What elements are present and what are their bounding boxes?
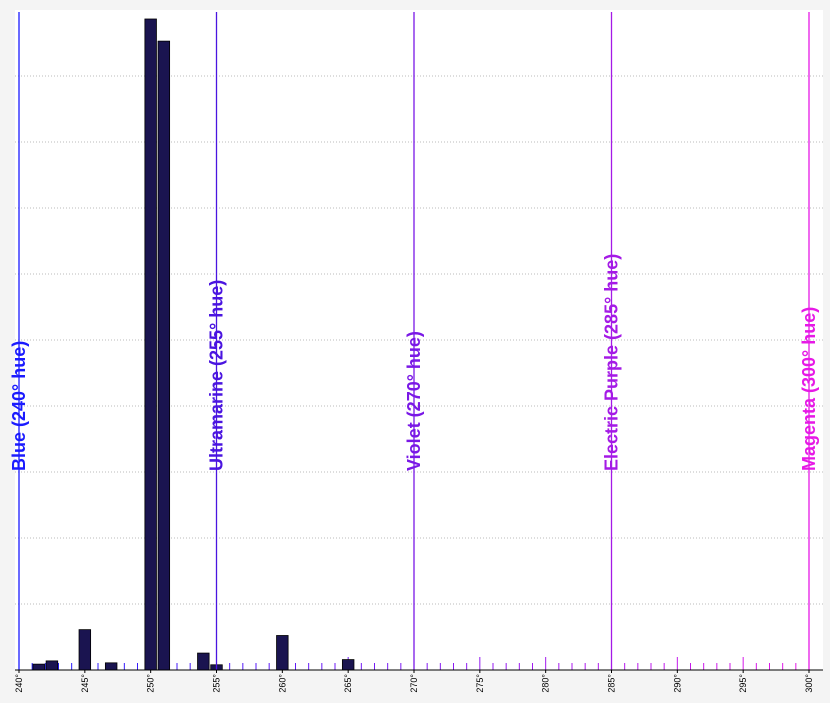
x-tick-labels: 240° 245° 250° 255° 260° 265° 270° 275° 280° 285°… — [14, 670, 814, 693]
x-tick-label: 290° — [672, 674, 682, 693]
x-tick-label: 295° — [738, 674, 748, 693]
x-tick-label: 250° — [146, 674, 156, 693]
bar — [341, 659, 355, 671]
hue-marker-label: Violet (270° hue) — [404, 331, 424, 471]
hue-marker-label: Blue (240° hue) — [9, 341, 29, 471]
x-tick-label: 245° — [80, 674, 90, 693]
x-tick-label: 300° — [804, 674, 814, 693]
hue-marker-label: Magenta (300° hue) — [799, 307, 819, 471]
bar — [45, 660, 59, 671]
bar — [157, 40, 171, 671]
hue-marker-label: Ultramarine (255° hue) — [207, 280, 227, 471]
hue-marker-label: Electric Purple (285° hue) — [602, 254, 622, 471]
x-tick-label: 270° — [409, 674, 419, 693]
bar — [32, 663, 45, 671]
hue-markers: Blue (240° hue) Ultramarine (255° hue) Vio… — [9, 12, 819, 670]
x-tick-label: 275° — [475, 674, 485, 693]
x-tick-label: 265° — [343, 674, 353, 693]
bar — [104, 662, 118, 671]
x-tick-label: 240° — [14, 674, 24, 693]
bar — [78, 629, 92, 671]
x-tick-label: 255° — [212, 674, 222, 693]
x-tick-label: 285° — [607, 674, 617, 693]
bar — [276, 635, 289, 671]
x-tick-label: 260° — [277, 674, 287, 693]
bar — [197, 652, 210, 671]
x-tick-label: 280° — [541, 674, 551, 693]
bar — [144, 18, 157, 671]
